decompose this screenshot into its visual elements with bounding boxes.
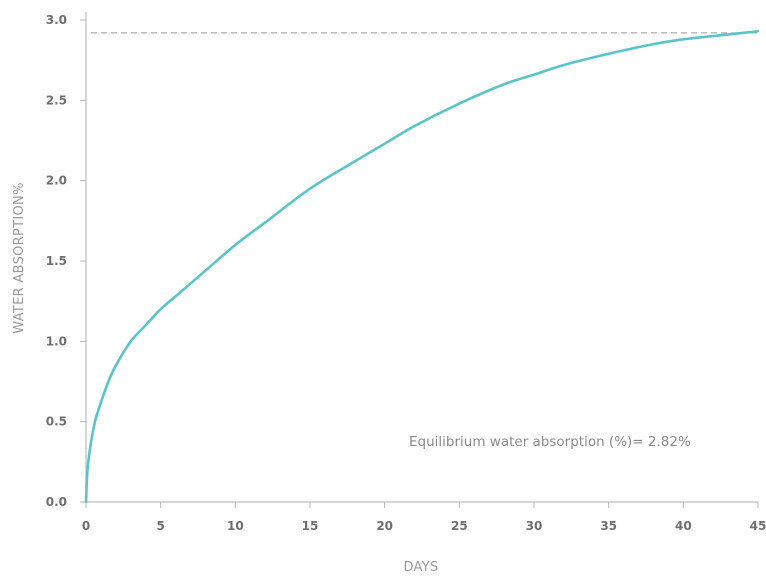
x-tick-label: 10: [227, 519, 244, 533]
x-tick-label: 15: [302, 519, 319, 533]
y-tick-label: 2.5: [46, 93, 67, 107]
y-tick-label: 0.5: [46, 415, 67, 429]
x-tick-label: 45: [750, 519, 766, 533]
labels-layer: 0 5 10 15 20 25 30 35 40 45 0.0 0.5 1.0 1.5 2.0 2.5 3.0: [46, 13, 766, 533]
x-tick-label: 35: [600, 519, 617, 533]
x-tick-label: 25: [451, 519, 468, 533]
x-tick-label: 40: [675, 519, 692, 533]
y-axis-title: WATER ABSORPTION%: [12, 182, 27, 333]
axes: [80, 12, 759, 508]
series-layer: [84, 29, 760, 504]
x-tick-label: 5: [156, 519, 164, 533]
y-tick-label: 0.0: [46, 495, 67, 509]
y-tick-label: 1.5: [46, 254, 67, 268]
x-tick-label: 30: [526, 519, 543, 533]
x-tick-label: 20: [376, 519, 393, 533]
x-tick-label: 0: [82, 519, 90, 533]
y-tick-label: 2.0: [46, 174, 67, 188]
y-tick-label: 1.0: [46, 334, 67, 348]
series-line-0: [84, 29, 760, 504]
equilibrium-annotation: Equilibrium water absorption (%)= 2.82%: [409, 434, 691, 450]
x-axis-title: DAYS: [403, 560, 438, 575]
y-tick-label: 3.0: [46, 13, 67, 27]
